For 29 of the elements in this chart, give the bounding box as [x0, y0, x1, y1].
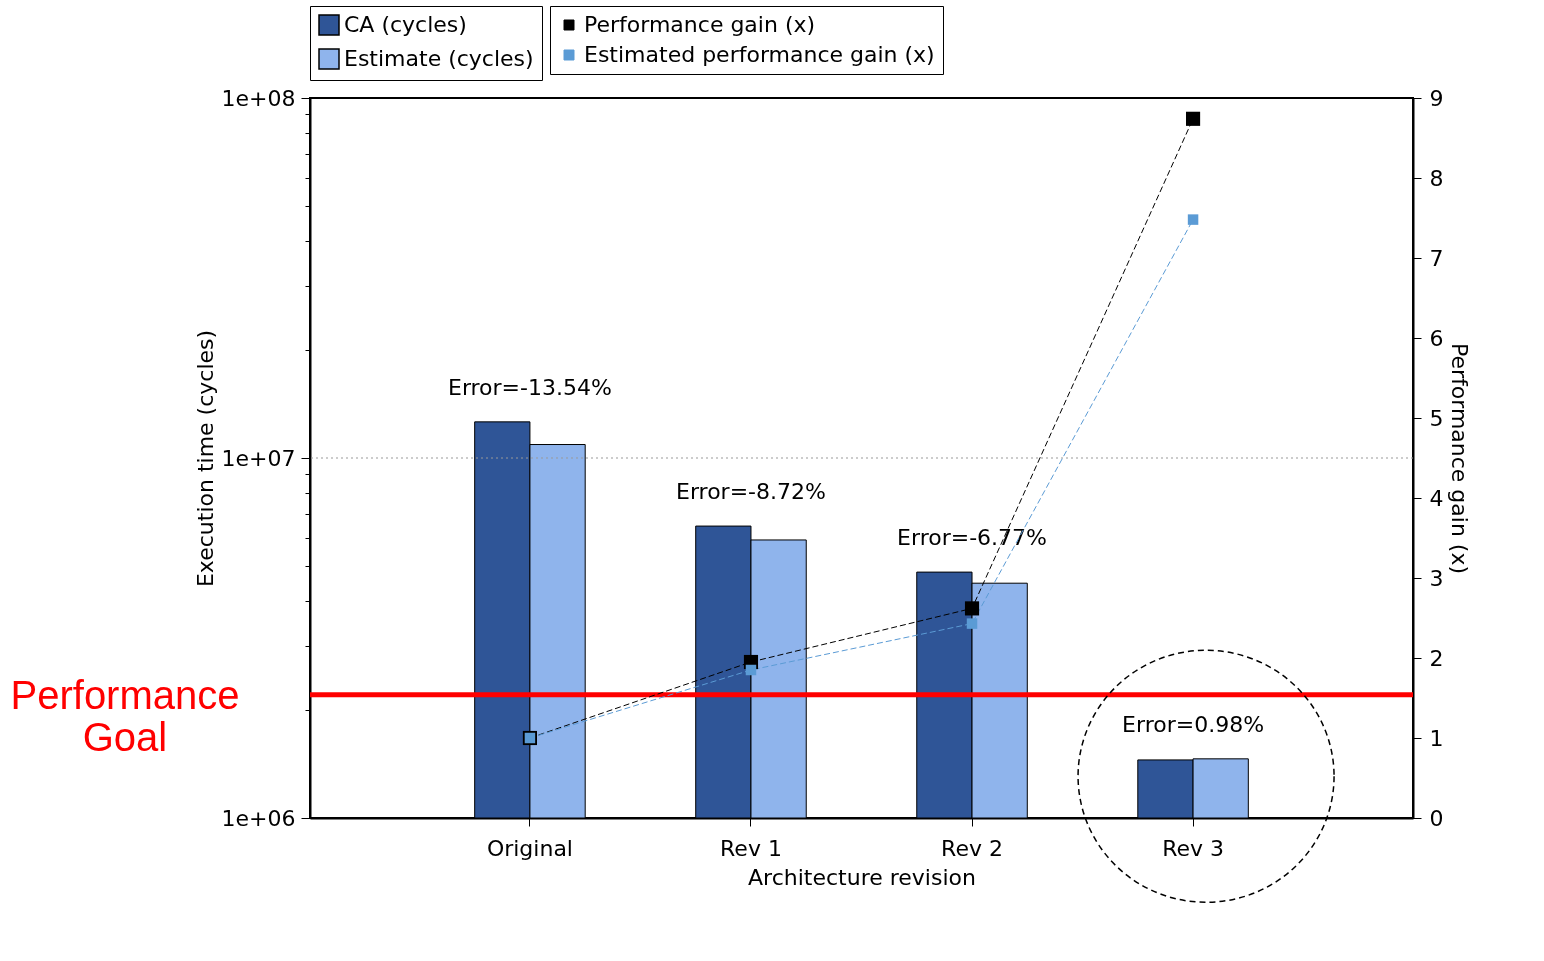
y2-tick-label: 5 — [1429, 405, 1444, 431]
x-axis-title: Architecture revision — [748, 864, 976, 890]
y2-tick-label: 1 — [1429, 725, 1444, 751]
annotation: Error=-8.72% — [676, 479, 826, 505]
y-tick-label: 1e+07 — [221, 445, 296, 471]
y-tick-label: 1e+06 — [221, 805, 296, 831]
legend-label: Estimate (cycles) — [344, 46, 534, 71]
ref-line-label: Performance Goal — [10, 672, 240, 759]
x-tick-label: Rev 1 — [720, 835, 782, 861]
x-tick-label: Rev 3 — [1162, 835, 1224, 861]
y2-tick-label: 7 — [1429, 245, 1444, 271]
y2-tick-label: 0 — [1429, 805, 1444, 831]
legend-label: Estimated performance gain (x) — [584, 42, 935, 67]
x-tick-label: Original — [486, 835, 573, 861]
legend-label: Performance gain (x) — [584, 12, 816, 37]
y2-tick-label: 9 — [1429, 85, 1444, 111]
x-tick-label: Rev 2 — [941, 835, 1003, 861]
legend-label: CA (cycles) — [344, 12, 467, 37]
y-axis-title: Execution time (cycles) — [192, 329, 218, 588]
y2-tick-label: 8 — [1429, 165, 1444, 191]
annotation: Error=0.98% — [1122, 711, 1265, 737]
y-tick-label: 1e+08 — [221, 85, 296, 111]
y2-tick-label: 3 — [1429, 565, 1444, 591]
y2-tick-label: 2 — [1429, 645, 1444, 671]
y2-tick-label: 4 — [1429, 485, 1444, 511]
y2-axis-title: Performance gain (x) — [1447, 342, 1473, 575]
y2-tick-label: 6 — [1429, 325, 1444, 351]
annotation: Error=-6.77% — [897, 525, 1047, 551]
annotation: Error=-13.54% — [447, 374, 612, 400]
